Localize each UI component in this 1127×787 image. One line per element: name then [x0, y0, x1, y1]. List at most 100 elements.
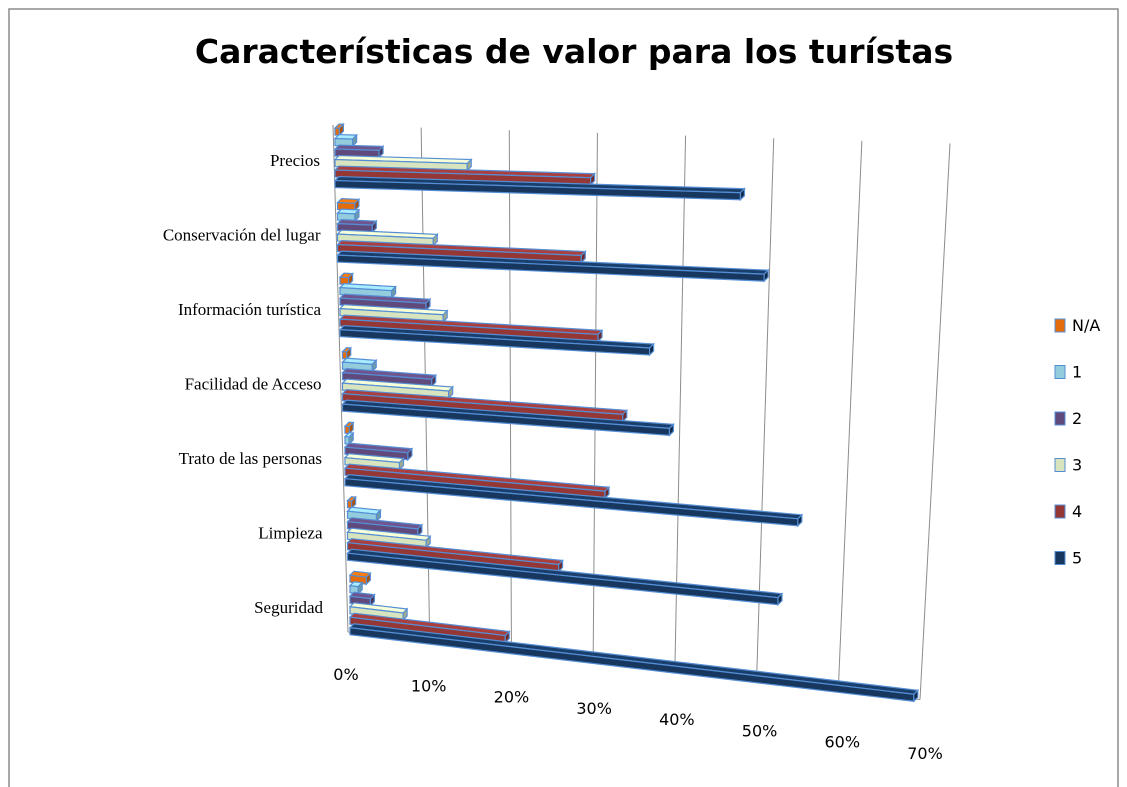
bar-face	[604, 485, 610, 500]
bar-face	[431, 373, 437, 388]
bar-face	[913, 688, 919, 703]
bar-face	[402, 607, 408, 622]
bar	[338, 272, 354, 287]
bar	[336, 250, 770, 283]
x-tick-label: 30%	[576, 699, 612, 718]
bar-face	[668, 422, 675, 437]
bar-face	[391, 285, 397, 300]
bar-face	[580, 250, 586, 264]
legend-swatch	[1054, 458, 1066, 472]
bar-face	[371, 358, 377, 373]
category-label: Información turística	[178, 300, 321, 319]
bar-face	[352, 133, 358, 148]
bar	[348, 623, 920, 703]
bar-face	[558, 559, 564, 573]
bar-face	[466, 158, 472, 172]
bar-face	[398, 457, 405, 471]
x-tick-label: 40%	[659, 710, 695, 729]
grid-line	[674, 135, 687, 671]
category-label: Trato de las personas	[179, 449, 322, 468]
bar	[343, 431, 355, 446]
legend-label: N/A	[1072, 316, 1100, 335]
bar-face	[375, 508, 382, 523]
x-tick-label: 10%	[411, 676, 447, 695]
bar	[341, 389, 629, 423]
chart-frame	[8, 8, 1119, 787]
bar-face	[354, 208, 360, 223]
bar-face	[348, 272, 354, 287]
legend-swatch	[1054, 504, 1066, 519]
bar-face	[597, 328, 603, 343]
category-label: Facilidad de Acceso	[185, 375, 322, 394]
category-label: Conservación del lugar	[163, 226, 321, 245]
bar	[338, 325, 655, 357]
grid-line	[756, 138, 775, 681]
legend-swatch	[1054, 365, 1066, 379]
legend-swatch	[1054, 411, 1066, 426]
bar-face	[425, 534, 431, 549]
bar-face	[504, 630, 510, 645]
bar	[336, 197, 361, 212]
bar	[348, 602, 409, 622]
bar	[333, 154, 473, 172]
bar-face	[448, 385, 454, 400]
bar-face	[763, 268, 769, 283]
legend-label: 2	[1072, 409, 1082, 428]
bar	[341, 378, 455, 400]
bar	[343, 474, 804, 528]
bar-face	[348, 421, 354, 435]
bar-face	[417, 523, 423, 538]
bar-face	[648, 342, 655, 357]
bar-face	[346, 346, 352, 361]
bar-face	[739, 187, 746, 202]
bar	[333, 133, 359, 148]
bar	[341, 346, 353, 361]
bar-face	[365, 571, 371, 586]
bar-face	[378, 144, 384, 159]
bar	[346, 527, 432, 549]
bar-face	[777, 592, 783, 607]
bar-face	[371, 219, 377, 234]
bar	[346, 548, 784, 607]
bar	[346, 538, 564, 573]
legend-swatch	[1054, 318, 1066, 333]
legend-swatch	[1054, 551, 1066, 565]
chart-title: Características de valor para los turíst…	[195, 32, 953, 71]
legend-label: 4	[1072, 502, 1082, 521]
bar-face	[442, 309, 448, 324]
bar	[343, 442, 414, 462]
x-tick-label: 70%	[907, 744, 943, 763]
grid-line	[837, 140, 863, 690]
bar	[333, 165, 597, 187]
bar-face	[369, 593, 376, 608]
category-label: Seguridad	[254, 598, 323, 617]
bar-face	[407, 447, 413, 462]
bar	[341, 399, 675, 437]
legend-label: 3	[1072, 456, 1082, 475]
x-tick-label: 50%	[742, 721, 778, 740]
bar-face	[622, 408, 628, 423]
bar	[338, 314, 604, 343]
category-label: Precios	[270, 151, 320, 170]
bar-face	[590, 172, 596, 187]
bar	[343, 421, 355, 435]
bar	[346, 506, 382, 523]
bar-face	[351, 495, 357, 510]
bar-face	[348, 431, 354, 446]
bar-face	[357, 581, 363, 596]
bar	[338, 293, 432, 312]
bar	[333, 175, 746, 202]
grid-line	[592, 132, 598, 661]
x-tick-label: 0%	[333, 665, 358, 684]
legend-label: 5	[1072, 549, 1082, 568]
bar	[336, 208, 361, 223]
bar-face	[425, 297, 431, 312]
category-label: Limpieza	[258, 524, 323, 543]
grid-line	[919, 143, 951, 700]
grid-line	[332, 124, 349, 633]
bar	[343, 463, 611, 500]
bar-face	[338, 122, 345, 137]
x-tick-label: 20%	[494, 688, 530, 707]
bar-face	[354, 197, 360, 212]
bar-face	[797, 513, 803, 528]
